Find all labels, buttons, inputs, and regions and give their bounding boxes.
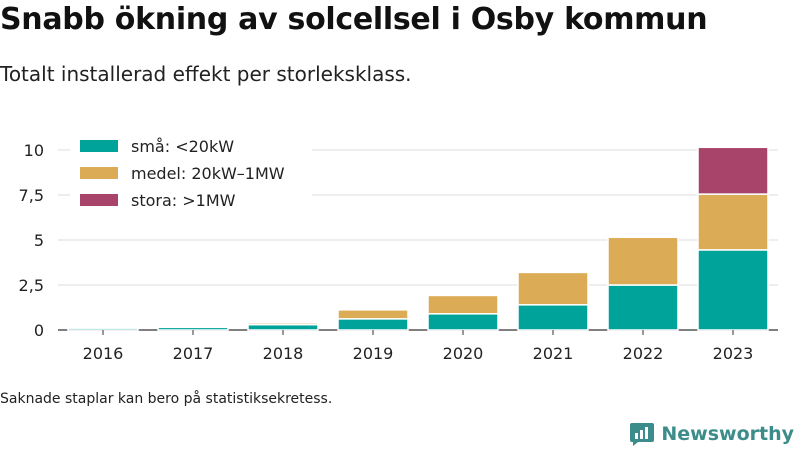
x-tick-label: 2018 — [263, 344, 304, 363]
x-tick-labels: 2016 2017 2018 2019 2020 2021 2022 2023 — [83, 330, 754, 363]
bar-segment — [697, 193, 769, 251]
legend-label: medel: 20kW–1MW — [131, 164, 285, 183]
stacked-bar-chart: 02,557,510 2016 2017 2018 2019 2020 2021 2022 2… — [19, 134, 778, 363]
bar-segment — [607, 284, 679, 331]
y-tick-label: 5 — [34, 231, 44, 250]
bar-segment — [517, 304, 589, 331]
y-tick-label: 10 — [24, 141, 44, 160]
brand-name: Newsworthy — [661, 423, 794, 445]
legend-swatch — [80, 194, 118, 206]
footnote: Saknade staplar kan bero på statistiksek… — [0, 391, 333, 407]
legend-label: stora: >1MW — [131, 191, 236, 210]
bar-segment — [247, 322, 319, 326]
x-tick-label: 2021 — [533, 344, 574, 363]
y-tick-label: 0 — [34, 321, 44, 340]
brand-logo: Newsworthy — [629, 420, 794, 448]
bar-segment — [427, 294, 499, 315]
bar-chart-speech-bubble-icon — [630, 423, 655, 446]
x-tick-label: 2016 — [83, 344, 124, 363]
bar-segment — [337, 309, 409, 320]
x-tick-label: 2022 — [623, 344, 664, 363]
y-tick-labels: 0 2,5 5 7,5 10 — [19, 141, 44, 340]
bar-segment — [517, 271, 589, 306]
legend-swatch — [80, 140, 118, 152]
legend-swatch — [80, 167, 118, 179]
bar-segment — [337, 318, 409, 331]
x-tick-label: 2017 — [173, 344, 214, 363]
bar-segment — [697, 146, 769, 195]
legend: små: <20kW medel: 20kW–1MW stora: >1MW — [70, 134, 312, 218]
bar-segment — [247, 323, 319, 331]
y-tick-label: 7,5 — [19, 186, 44, 205]
chart-title: Snabb ökning av solcellsel i Osby kommun — [0, 2, 708, 37]
chart-subtitle: Totalt installerad effekt per storlekskl… — [0, 62, 412, 86]
bar-segment — [697, 249, 769, 331]
bar-segment — [67, 327, 139, 331]
bars — [67, 146, 769, 331]
chart-area: 0 2,5 5 7,5 10 2016 2017 2018 2019 2020 2021 2022 2… — [0, 130, 800, 370]
y-tick-label: 2,5 — [19, 276, 44, 295]
x-tick-label: 2019 — [353, 344, 394, 363]
bar-segment — [427, 313, 499, 331]
x-tick-label: 2020 — [443, 344, 484, 363]
bar-segment — [607, 236, 679, 286]
legend-label: små: <20kW — [131, 137, 234, 156]
x-tick-label: 2023 — [713, 344, 754, 363]
